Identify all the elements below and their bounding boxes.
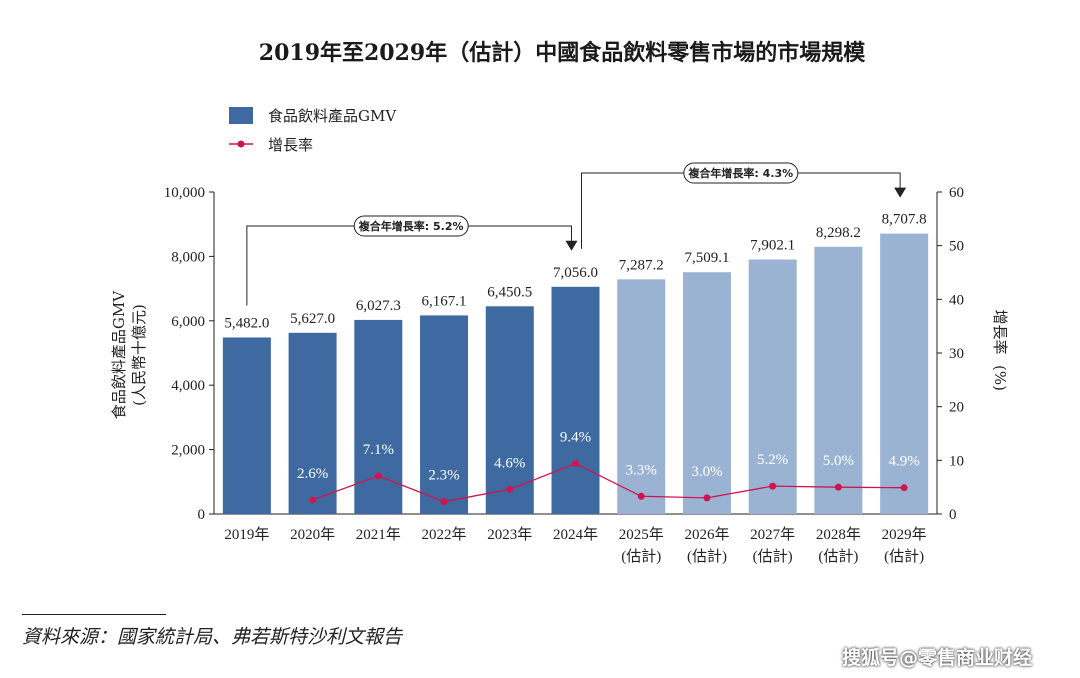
y2-tick-label: 0	[949, 507, 957, 523]
growth-point	[572, 460, 579, 468]
source-divider	[22, 614, 166, 615]
legend-label-growth: 增長率	[268, 136, 313, 154]
cagr-label-2019-2024: 複合年增長率: 5.2%	[358, 219, 464, 233]
bar-2022年	[420, 315, 469, 514]
bar-2021年	[354, 319, 403, 514]
bar-2024年	[551, 286, 600, 514]
growth-value-label: 5.0%	[823, 453, 854, 469]
growth-point	[769, 482, 777, 490]
y-tick-label: 10,000	[164, 185, 205, 201]
y-axis-title: 食品飲料產品GMV	[110, 290, 128, 419]
bar-value-label: 7,056.0	[553, 265, 598, 281]
growth-value-label: 3.3%	[626, 462, 657, 478]
x-tick-label: 2025年	[619, 526, 664, 543]
y2-tick-label: 30	[949, 346, 964, 362]
cagr-label-2024-2029: 複合年增長率: 4.3%	[687, 166, 793, 180]
growth-point	[309, 496, 317, 504]
y2-axis-unit: (%)	[991, 365, 1009, 391]
y2-tick-label: 20	[949, 400, 964, 416]
growth-value-label: 2.6%	[297, 466, 328, 482]
growth-point	[374, 472, 382, 480]
growth-value-label: 5.2%	[757, 452, 788, 468]
bar-value-label: 7,902.1	[750, 238, 795, 254]
y-tick-label: 4,000	[171, 378, 205, 394]
x-tick-label: 2024年	[553, 526, 598, 543]
legend-swatch-gmv	[229, 107, 253, 124]
x-tick-sublabel: (估計)	[753, 548, 793, 565]
bar-value-label: 6,167.1	[422, 293, 467, 309]
bar-value-label: 8,298.2	[816, 225, 861, 241]
growth-value-label: 4.9%	[889, 454, 920, 470]
y-tick-label: 0	[198, 507, 206, 523]
x-tick-label: 2020年	[290, 526, 335, 543]
x-tick-label: 2028年	[816, 526, 861, 543]
y-tick-label: 2,000	[171, 443, 205, 459]
bar-2027年	[748, 259, 797, 514]
watermark: 搜狐号@零售商业财经	[842, 647, 1033, 669]
growth-value-label: 9.4%	[560, 430, 591, 446]
cagr-badge-2019-2024	[353, 215, 469, 237]
x-tick-sublabel: (估計)	[621, 548, 661, 565]
growth-value-label: 2.3%	[428, 468, 459, 484]
x-tick-sublabel: (估計)	[884, 548, 924, 565]
y2-tick-label: 10	[949, 453, 964, 469]
bar-value-label: 5,482.0	[224, 315, 269, 331]
growth-point	[440, 498, 448, 506]
bar-2026年	[682, 272, 731, 514]
y2-tick-label: 40	[949, 292, 964, 308]
legend: 食品飲料產品GMV 增長率	[229, 107, 397, 154]
bar-value-label: 6,027.3	[356, 298, 401, 314]
bar-2028年	[814, 246, 863, 514]
chart-title: 2019年至2029年（估計）中國食品飲料零售市場的市場規模	[259, 40, 866, 66]
bar-2020年	[288, 332, 337, 514]
cagr-badge-2024-2029	[683, 162, 799, 184]
cagr-arrow-2019-2024	[565, 240, 578, 251]
bar-value-label: 5,627.0	[290, 311, 335, 327]
y2-tick-label: 60	[949, 185, 964, 201]
x-tick-label: 2023年	[487, 526, 532, 543]
growth-value-label: 3.0%	[691, 464, 722, 480]
x-tick-sublabel: (估計)	[818, 548, 858, 565]
bar-value-label: 8,707.8	[882, 212, 927, 228]
x-tick-sublabel: (估計)	[687, 548, 727, 565]
growth-value-label: 4.6%	[494, 455, 525, 471]
x-tick-label: 2029年	[882, 526, 927, 543]
bar-2025年	[617, 279, 666, 514]
bar-2029年	[880, 233, 929, 515]
y2-tick-label: 50	[949, 239, 964, 255]
x-tick-label: 2021年	[356, 526, 401, 543]
growth-point	[637, 492, 645, 500]
x-tick-label: 2027年	[750, 526, 795, 543]
legend-swatch-growth-marker	[237, 140, 245, 148]
growth-value-label: 7.1%	[363, 442, 394, 458]
bar-2019年	[222, 337, 271, 514]
x-tick-label: 2019年	[224, 526, 269, 543]
y-axis-unit: (人民幣十億元)	[130, 304, 148, 406]
bar-value-label: 6,450.5	[487, 284, 532, 300]
y2-axis-title: 增長率	[991, 309, 1009, 354]
bar-value-label: 7,287.2	[619, 257, 664, 273]
source-note: 資料來源：國家統計局、弗若斯特沙利文報告	[22, 626, 403, 648]
legend-label-gmv: 食品飲料產品GMV	[268, 107, 397, 125]
plot-area: 0 2,000 4,000 6,000 8,000 10,000 0 10 20 30 40 50 60…	[164, 162, 964, 565]
x-tick-label: 2026年	[684, 526, 729, 543]
bar-value-label: 7,509.1	[684, 250, 729, 266]
y-tick-label: 8,000	[171, 249, 205, 265]
x-tick-label: 2022年	[422, 526, 467, 543]
cagr-arrow-2024-2029	[894, 187, 907, 198]
growth-point	[703, 494, 711, 502]
bar-2023年	[485, 306, 534, 514]
growth-point	[506, 485, 514, 493]
y-tick-label: 6,000	[171, 314, 205, 330]
growth-line	[312, 462, 905, 503]
growth-point	[900, 484, 908, 492]
growth-point	[834, 483, 842, 491]
